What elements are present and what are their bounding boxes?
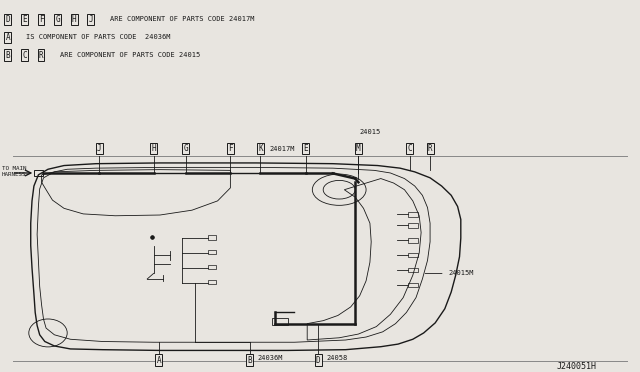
Text: 24036M: 24036M [258, 355, 284, 361]
Text: A: A [5, 33, 10, 42]
Bar [208, 235, 216, 240]
Text: TO MAIN: TO MAIN [2, 166, 26, 171]
Text: E: E [22, 15, 27, 24]
Bar [208, 280, 216, 284]
Text: C: C [407, 144, 412, 153]
Bar [408, 212, 418, 217]
Text: HARNESS: HARNESS [2, 171, 26, 177]
Text: R: R [38, 51, 44, 60]
Text: G: G [55, 15, 60, 24]
Text: R: R [428, 144, 433, 153]
Text: F: F [228, 144, 233, 153]
Text: J: J [88, 15, 93, 24]
Text: ARE COMPONENT OF PARTS CODE 24015: ARE COMPONENT OF PARTS CODE 24015 [60, 52, 200, 58]
Text: J: J [97, 144, 102, 153]
Text: M: M [356, 144, 361, 153]
Bar [408, 238, 418, 243]
Text: ARE COMPONENT OF PARTS CODE 24017M: ARE COMPONENT OF PARTS CODE 24017M [110, 16, 255, 22]
Text: D: D [316, 356, 321, 365]
Text: C: C [22, 51, 27, 60]
Text: F: F [38, 15, 44, 24]
Bar [208, 265, 216, 269]
Text: 24015M: 24015M [448, 270, 474, 276]
Bar [34, 170, 43, 176]
Text: A: A [156, 356, 161, 365]
Text: B: B [5, 51, 10, 60]
Bar [408, 253, 418, 257]
Bar [408, 223, 418, 228]
Text: 24058: 24058 [326, 355, 348, 361]
Text: IS COMPONENT OF PARTS CODE  24036M: IS COMPONENT OF PARTS CODE 24036M [26, 34, 170, 40]
Text: G: G [183, 144, 188, 153]
Text: E: E [303, 144, 308, 153]
Bar [208, 250, 216, 254]
Text: K: K [258, 144, 263, 153]
Text: J240051H: J240051H [557, 362, 596, 371]
Text: H: H [72, 15, 77, 24]
Text: H: H [151, 144, 156, 153]
Bar [408, 283, 418, 287]
Bar [408, 268, 418, 272]
Bar [272, 318, 288, 325]
Text: 24017M: 24017M [269, 146, 295, 152]
Text: D: D [5, 15, 10, 24]
Text: B: B [247, 356, 252, 365]
Text: 24015: 24015 [360, 129, 381, 135]
